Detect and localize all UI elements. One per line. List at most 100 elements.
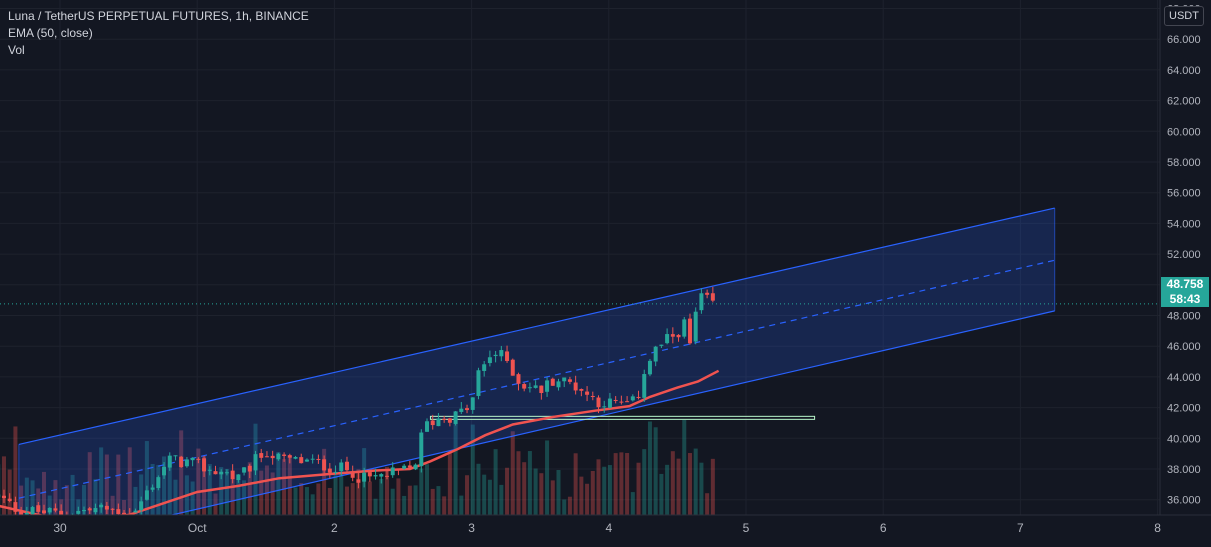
currency-badge[interactable]: USDT [1164, 6, 1204, 26]
candle-body [591, 396, 595, 397]
volume-bar [562, 499, 566, 515]
candle-body [602, 406, 606, 407]
candle-body [48, 508, 52, 512]
candle-body [648, 361, 652, 375]
candle [551, 378, 555, 386]
candle-body [694, 312, 698, 342]
candle [511, 359, 515, 376]
volume-bar [431, 489, 435, 515]
plot-area[interactable] [0, 208, 1055, 542]
candle-body [25, 513, 29, 515]
candle [414, 463, 418, 470]
volume-bar [534, 469, 538, 515]
price-tick-label: 54.000 [1167, 218, 1201, 230]
volume-indicator-label[interactable]: Vol [8, 42, 309, 59]
candle-body [396, 469, 400, 470]
candle-body [619, 402, 623, 403]
ema-indicator-label[interactable]: EMA (50, close) [8, 25, 309, 42]
candle-body [528, 387, 532, 388]
volume-bar [602, 467, 606, 515]
candle-body [574, 383, 578, 391]
channel-middle-line [19, 260, 1055, 498]
volume-bar [579, 477, 583, 515]
candle-body [288, 455, 292, 458]
candle-body [13, 502, 17, 512]
volume-bar [408, 486, 412, 515]
candle-body [556, 381, 560, 387]
candle-body [93, 508, 97, 512]
volume-bar [494, 449, 498, 515]
volume-bar [659, 474, 663, 515]
candle-body [213, 471, 217, 474]
time-tick-label: 30 [53, 521, 67, 535]
candle-body [345, 462, 349, 471]
volume-bar [574, 453, 578, 515]
price-tick-label: 62.000 [1167, 96, 1201, 108]
candle-body [699, 293, 703, 310]
candle-body [99, 505, 103, 508]
volume-bar [511, 431, 515, 515]
volume-bar [425, 464, 429, 515]
candle-body [391, 467, 395, 475]
candle-body [414, 465, 418, 470]
candle [419, 429, 423, 472]
price-tick-label: 46.000 [1167, 341, 1201, 353]
candle-body [419, 433, 423, 467]
candle-body [454, 411, 458, 424]
candle-body [339, 462, 343, 471]
price-tick-label: 38.000 [1167, 464, 1201, 476]
candle-body [88, 508, 92, 510]
candle-body [654, 347, 658, 362]
candle-body [282, 455, 286, 456]
candle-body [545, 380, 549, 391]
candle-body [82, 510, 86, 511]
price-tick-label: 60.000 [1167, 126, 1201, 138]
candle-body [499, 350, 503, 356]
volume-bar [476, 464, 480, 515]
candle-body [316, 459, 320, 460]
candle-body [671, 334, 675, 337]
price-tick-label: 42.000 [1167, 403, 1201, 415]
candle-body [305, 460, 309, 462]
volume-bar [654, 427, 658, 515]
candle-body [356, 479, 360, 482]
candle-body [659, 345, 663, 346]
volume-bar [299, 483, 303, 515]
candle-body [133, 511, 137, 513]
candle-body [597, 398, 601, 408]
volume-bar [368, 482, 372, 515]
candle-body [511, 360, 515, 376]
candle-body [471, 397, 475, 410]
volume-bar [568, 497, 572, 515]
last-price-label: 48.758 58:43 [1161, 277, 1209, 307]
time-tick-label: 8 [1154, 521, 1161, 535]
volume-bar [414, 485, 418, 515]
candle-body [231, 471, 235, 480]
volume-bar [539, 473, 543, 515]
volume-bar [699, 463, 703, 515]
candle-body [2, 496, 6, 498]
candle [408, 461, 412, 468]
candle-body [8, 499, 12, 501]
candle-body [105, 506, 109, 510]
volume-bar [585, 484, 589, 515]
candle-body [476, 370, 480, 396]
price-axis[interactable]: 36.00038.00040.00042.00044.00046.00048.0… [1160, 0, 1211, 542]
volume-bar [711, 459, 715, 515]
volume-bar [374, 499, 378, 515]
candle-body [562, 378, 566, 382]
candle-body [59, 511, 63, 515]
volume-bar [316, 483, 320, 515]
symbol-title[interactable]: Luna / TetherUS PERPETUAL FUTURES, 1h, B… [8, 8, 309, 25]
candle-body [276, 454, 280, 460]
volume-bar [597, 459, 601, 515]
volume-bar [637, 463, 641, 515]
candle-body [385, 476, 389, 477]
candle-body [436, 418, 440, 426]
time-tick-label: 4 [605, 521, 612, 535]
candle-body [614, 400, 618, 401]
volume-bar [311, 494, 315, 515]
